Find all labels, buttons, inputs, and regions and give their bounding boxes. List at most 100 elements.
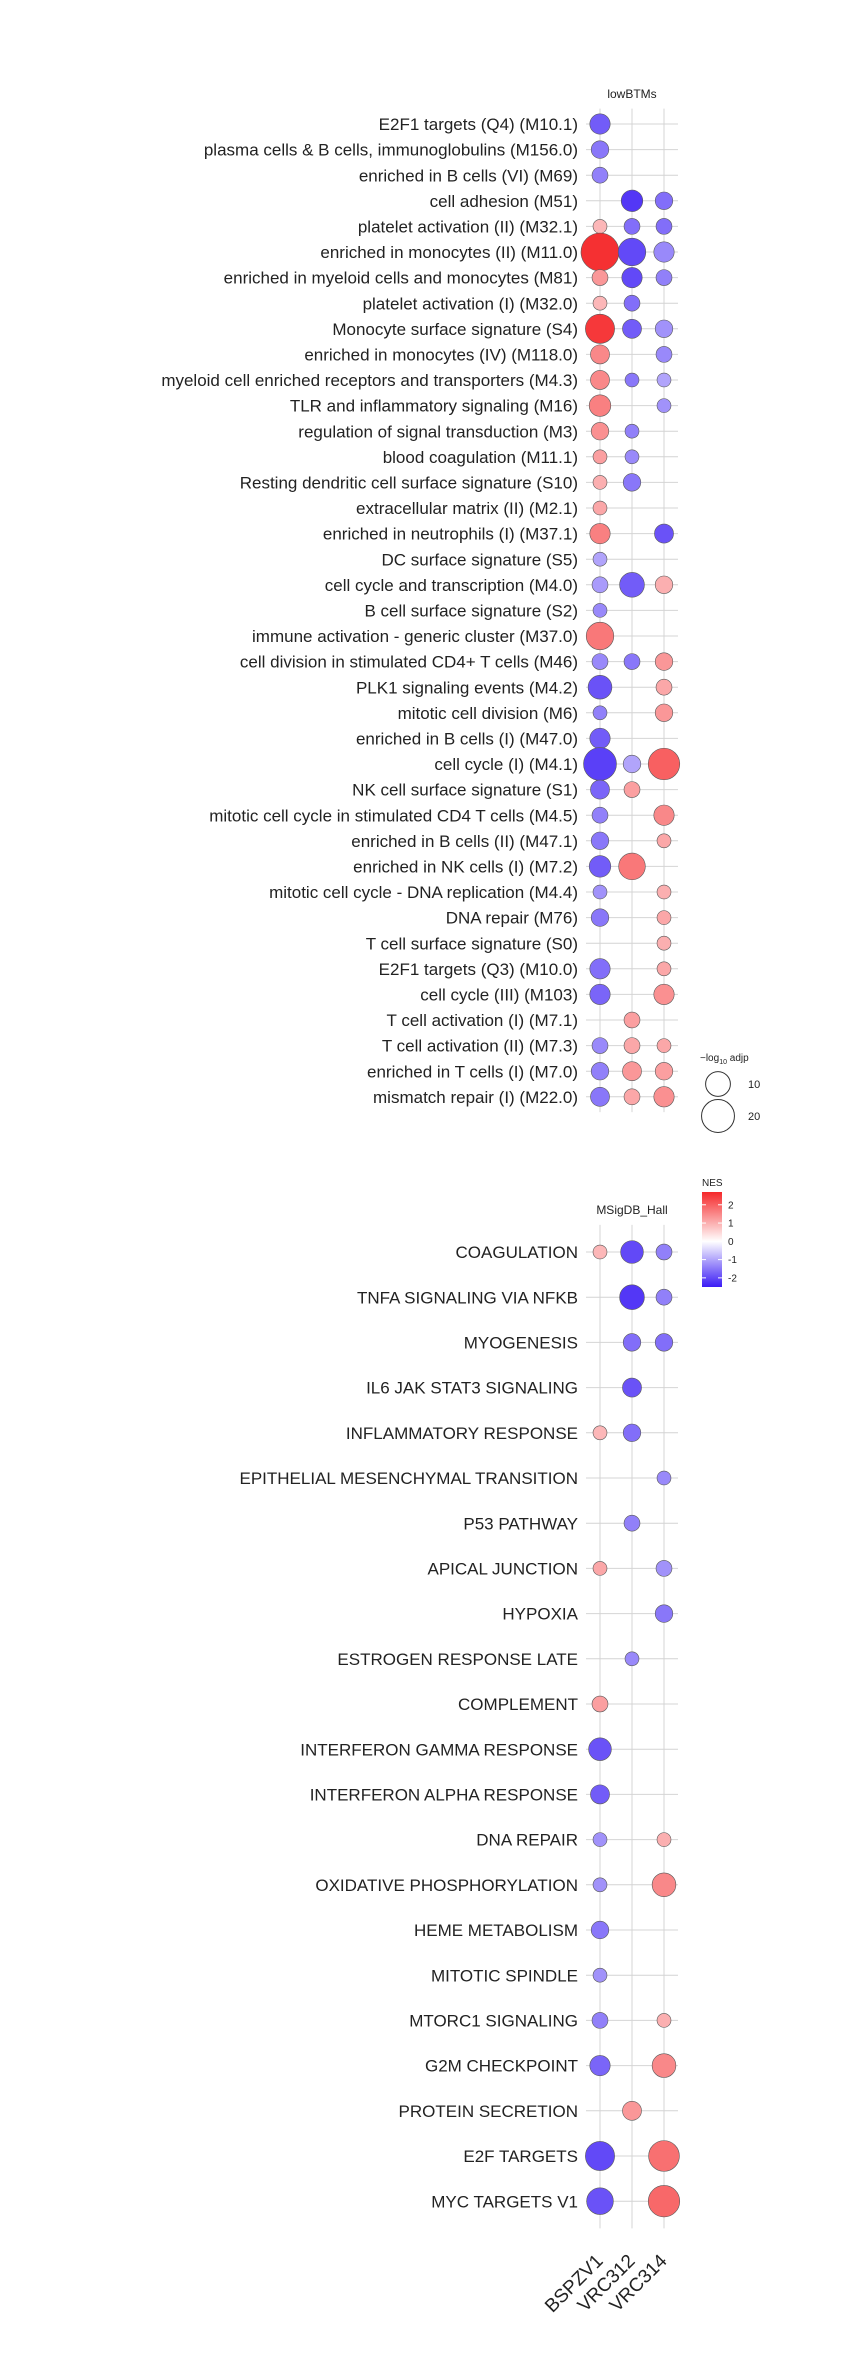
row-label: T cell activation (II) (M7.3) (382, 1037, 578, 1056)
dot (655, 346, 673, 363)
row-label: ESTROGEN RESPONSE LATE (337, 1650, 578, 1669)
dot (624, 372, 640, 388)
dot (654, 1604, 674, 1623)
row-label: cell cycle (I) (M4.1) (434, 755, 578, 774)
dot (592, 1967, 608, 1983)
dot (592, 475, 608, 490)
row-label: cell adhesion (M51) (430, 192, 578, 211)
msigdb-hall-panel-title: MSigDB_Hall (596, 1203, 667, 1217)
row-label: DC surface signature (S5) (381, 550, 578, 569)
row-label: COAGULATION (456, 1243, 578, 1262)
row-label: Resting dendritic cell surface signature… (240, 474, 578, 493)
dot (654, 191, 674, 210)
size-legend-title-prefix: −log (700, 1053, 719, 1064)
dot (591, 806, 609, 824)
dot (622, 1423, 642, 1442)
size-legend-items: 10 20 (701, 1071, 760, 1133)
dot (589, 727, 611, 749)
dot (656, 1038, 672, 1053)
dot (592, 1244, 608, 1260)
color-legend-label: 1 (728, 1219, 734, 1230)
dot (655, 269, 673, 286)
dot (656, 884, 672, 900)
dot (591, 1037, 609, 1054)
dot (590, 1086, 610, 1107)
dot (590, 831, 610, 850)
row-label: T cell surface signature (S0) (366, 934, 578, 953)
dot (590, 140, 610, 159)
dot (588, 1737, 612, 1761)
dot (585, 621, 615, 651)
size-legend-circle (701, 1099, 735, 1133)
dot (589, 958, 611, 980)
row-label: E2F1 targets (Q4) (M10.1) (379, 115, 578, 134)
row-label: plasma cells & B cells, immunoglobulins … (204, 141, 578, 160)
color-legend-label: 0 (728, 1237, 734, 1248)
dot (654, 703, 674, 722)
row-label: mitotic cell division (M6) (398, 704, 578, 723)
dot (622, 473, 642, 492)
row-label: enriched in B cells (VI) (M69) (359, 166, 578, 185)
color-legend-label: 2 (728, 1200, 734, 1211)
row-label: INFLAMMATORY RESPONSE (346, 1424, 578, 1443)
dot (623, 781, 641, 798)
size-legend-title-sub: 10 (719, 1059, 727, 1066)
dot (619, 572, 645, 598)
dot (623, 294, 641, 312)
dot (591, 166, 609, 184)
dot (589, 983, 611, 1005)
row-label: myeloid cell enriched receptors and tran… (161, 371, 578, 390)
dot (624, 449, 640, 465)
row-label: enriched in monocytes (II) (M11.0) (320, 243, 578, 262)
dot (592, 1877, 608, 1893)
dot (620, 1240, 644, 1264)
dot (592, 1425, 608, 1441)
dot (619, 1284, 645, 1310)
row-label: TLR and inflammatory signaling (M16) (290, 397, 578, 416)
dot (653, 1086, 675, 1108)
dot (622, 1377, 642, 1398)
row-label: mitotic cell cycle in stimulated CD4 T c… (209, 806, 578, 825)
row-label: enriched in T cells (I) (M7.0) (367, 1062, 578, 1081)
row-label: cell division in stimulated CD4+ T cells… (240, 653, 578, 672)
row-label: mitotic cell cycle - DNA replication (M4… (269, 883, 578, 902)
row-label: enriched in monocytes (IV) (M118.0) (304, 346, 578, 365)
dot (620, 189, 644, 212)
dot (590, 1062, 610, 1081)
dot (587, 674, 613, 700)
dot (655, 218, 673, 235)
dot (623, 1514, 641, 1532)
dot (621, 267, 643, 289)
dot (647, 2185, 681, 2218)
color-legend-ticks: 2 1 0 -1 -2 (702, 1200, 737, 1284)
row-label: platelet activation (I) (M32.0) (363, 294, 578, 313)
msigdb-hall-dots (585, 1240, 681, 2218)
dot (592, 219, 608, 234)
row-label: TNFA SIGNALING VIA NFKB (357, 1288, 578, 1307)
row-label: HEME METABOLISM (414, 1921, 578, 1940)
dot (590, 344, 610, 365)
dot (656, 1832, 672, 1847)
dot (622, 1061, 642, 1082)
row-label: DNA repair (M76) (446, 909, 578, 928)
row-label: MITOTIC SPINDLE (431, 1966, 578, 1985)
dot (592, 1832, 608, 1847)
dot (647, 747, 681, 781)
color-legend-label: -2 (728, 1273, 737, 1284)
dot (655, 678, 673, 696)
row-label: E2F1 targets (Q3) (M10.0) (379, 960, 578, 979)
dot (591, 269, 609, 286)
row-label: P53 PATHWAY (463, 1514, 578, 1533)
row-label: PROTEIN SECRETION (399, 2102, 578, 2121)
dot (654, 1333, 674, 1352)
row-label: APICAL JUNCTION (427, 1560, 578, 1579)
dot (655, 1560, 673, 1577)
dot (656, 1470, 672, 1486)
lowbtms-row-labels: E2F1 targets (Q4) (M10.1) plasma cells & … (161, 115, 578, 1107)
lowbtms-dots (580, 113, 681, 1108)
row-label: HYPOXIA (502, 1605, 578, 1624)
dot (588, 855, 612, 878)
size-legend-label: 20 (748, 1111, 760, 1123)
row-label: MTORC1 SIGNALING (409, 2012, 578, 2031)
